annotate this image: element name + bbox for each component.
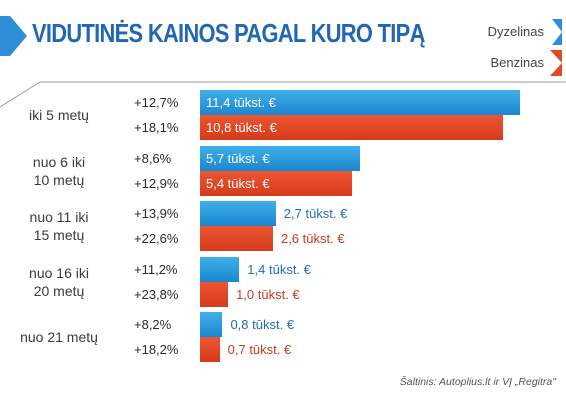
category-label: nuo 11 iki 15 metų: [29, 209, 89, 243]
value-label-benzinas: 10,8 tūkst. €: [206, 120, 277, 135]
legend-benzinas-arrow-icon: [550, 50, 562, 76]
value-label-dyzelinas: 1,4 tūkst. €: [247, 261, 311, 277]
source-note: Šaltinis: Autoplius.lt ir VĮ „Regitra": [399, 376, 556, 388]
change-label-dyzelinas: +11,2%: [134, 261, 178, 277]
bar-benzinas: [200, 115, 504, 140]
value-label-benzinas: 5,4 tūkst. €: [206, 175, 270, 191]
category-label: nuo 16 iki 20 metų: [29, 264, 89, 299]
bar-benzinas: [200, 281, 229, 307]
change-label-dyzelinas: +8,6%: [134, 150, 172, 166]
change-label-benzinas: +22,6%: [134, 231, 179, 246]
category-label: iki 5 metų: [29, 107, 89, 123]
category-label: nuo 21 metų: [20, 329, 98, 345]
bracket-line: [0, 81, 566, 108]
value-label-benzinas: 0,7 tūkst. €: [227, 342, 292, 357]
change-label-dyzelinas: +12,7%: [134, 95, 179, 110]
legend-benzinas-label: Benzinas: [490, 55, 544, 70]
bar-dyzelinas: [200, 312, 223, 337]
value-label-benzinas: 2,6 tūkst. €: [280, 231, 345, 246]
bar-dyzelinas: [200, 145, 360, 171]
bar-dyzelinas: [200, 201, 276, 226]
legend-dyzelinas-arrow-icon: [552, 19, 562, 45]
bar-benzinas: [200, 170, 352, 196]
change-label-benzinas: +18,2%: [134, 342, 179, 357]
bar-benzinas: [200, 226, 273, 251]
value-label-dyzelinas: 5,7 tūkst. €: [206, 150, 270, 166]
bar-dyzelinas: [200, 256, 240, 282]
value-label-dyzelinas: 0,8 tūkst. €: [230, 317, 295, 332]
legend-dyzelinas-label: Dyzelinas: [487, 24, 544, 39]
value-label-dyzelinas: 11,4 tūkst. €: [206, 95, 276, 110]
change-label-dyzelinas: +13,9%: [134, 206, 179, 221]
value-label-dyzelinas: 2,7 tūkst. €: [283, 206, 348, 221]
change-label-dyzelinas: +8,2%: [134, 317, 172, 332]
category-label: nuo 6 iki 10 metų: [32, 153, 86, 188]
bar-dyzelinas: [200, 90, 520, 115]
change-label-benzinas: +12,9%: [134, 175, 179, 191]
change-label-benzinas: +23,8%: [134, 286, 179, 302]
title-arrow-icon: [0, 16, 27, 56]
change-label-benzinas: +18,1%: [134, 120, 179, 135]
bar-benzinas: [200, 337, 220, 362]
value-label-benzinas: 1,0 tūkst. €: [236, 286, 300, 302]
chart-title: VIDUTINĖS KAINOS PAGAL KURO TIPĄ: [32, 18, 425, 48]
